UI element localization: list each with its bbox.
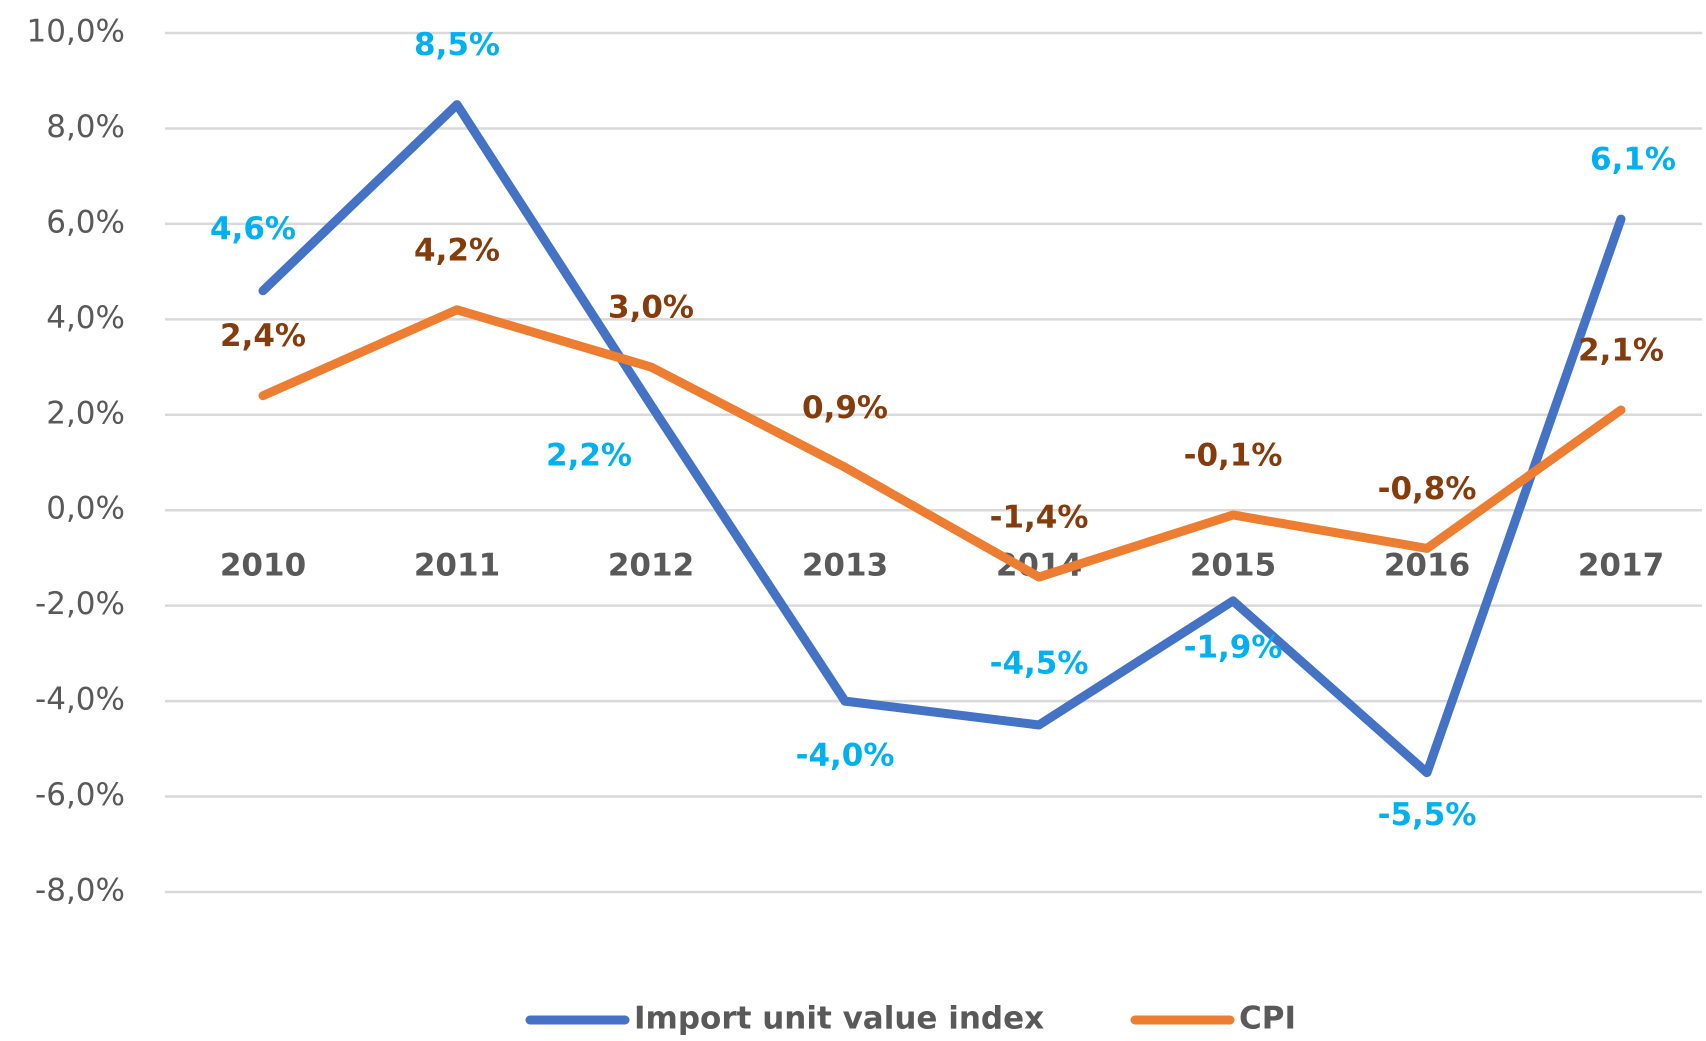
y-tick-label: 0,0% [46, 491, 125, 527]
x-tick-label: 2016 [1384, 548, 1470, 584]
data-label: 4,2% [414, 232, 500, 268]
y-tick-label: 10,0% [27, 14, 125, 50]
legend-label: CPI [1239, 1001, 1296, 1037]
data-label: 2,4% [220, 318, 306, 354]
x-tick-label: 2013 [802, 548, 888, 584]
data-label: -1,4% [990, 500, 1089, 536]
x-tick-label: 2015 [1190, 548, 1276, 584]
y-tick-label: 6,0% [46, 204, 125, 240]
y-tick-label: 8,0% [46, 109, 125, 145]
data-label: 4,6% [210, 211, 296, 247]
y-tick-label: -8,0% [35, 873, 125, 909]
y-tick-label: 2,0% [46, 395, 125, 431]
legend-label: Import unit value index [634, 1001, 1044, 1037]
data-label: -0,1% [1184, 437, 1283, 473]
data-label: 0,9% [802, 390, 888, 426]
data-label: -4,0% [796, 738, 895, 774]
y-tick-label: -2,0% [35, 586, 125, 622]
data-label: 6,1% [1590, 142, 1676, 178]
y-tick-label: -4,0% [35, 682, 125, 718]
x-tick-label: 2012 [608, 548, 694, 584]
line-series [258, 305, 1626, 582]
y-tick-label: 4,0% [46, 300, 125, 336]
x-tick-label: 2011 [414, 548, 500, 584]
data-label: 2,2% [546, 438, 632, 474]
data-label: -1,9% [1184, 629, 1283, 665]
y-tick-label: -6,0% [35, 777, 125, 813]
data-label: 3,0% [608, 290, 694, 326]
data-label: -0,8% [1378, 471, 1477, 507]
data-label: -4,5% [990, 645, 1089, 681]
line-series [258, 100, 1626, 778]
data-label: 8,5% [414, 27, 500, 63]
data-label: 2,1% [1578, 333, 1664, 369]
x-tick-label: 2010 [220, 548, 306, 584]
data-label: -5,5% [1378, 797, 1477, 833]
x-tick-label: 2017 [1578, 548, 1664, 584]
